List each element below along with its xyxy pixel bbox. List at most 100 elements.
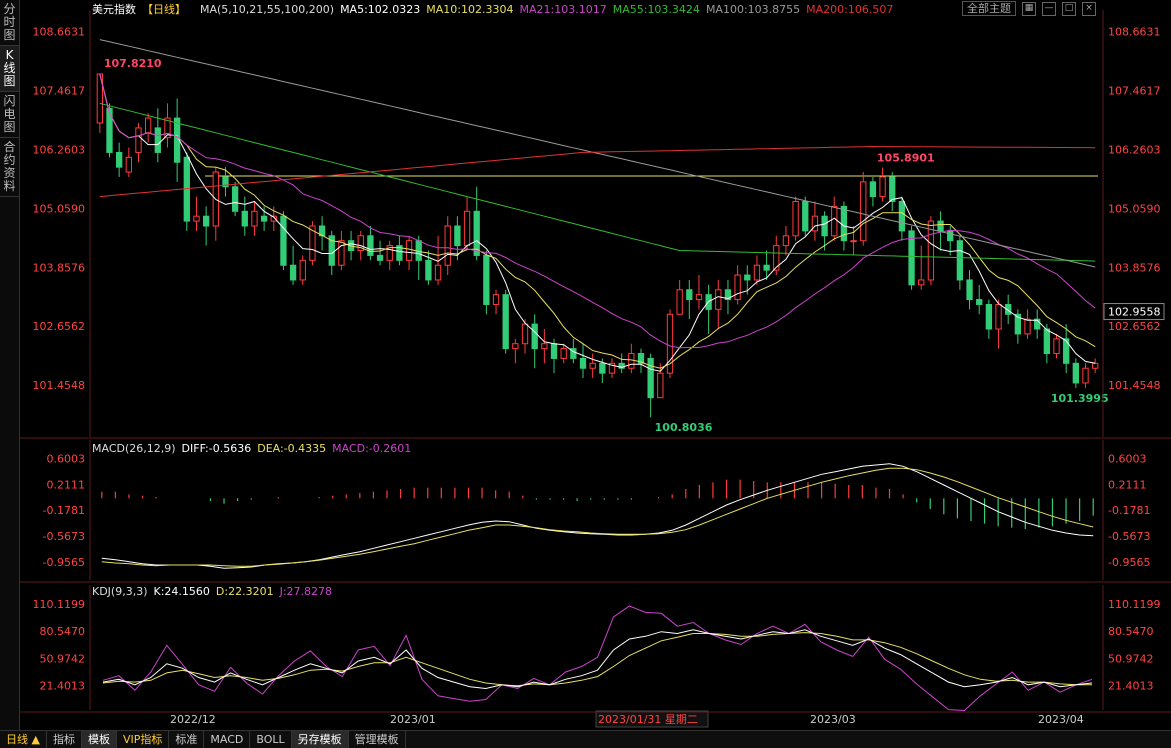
chart-area[interactable]: 108.6631 108.6631 107.4617 107.4617 106.2603…	[20, 0, 1171, 730]
candle-body	[773, 245, 780, 271]
kdj-y-tick-right: 21.4013	[1108, 679, 1154, 692]
sidebar-tab-1[interactable]: K线图	[0, 46, 19, 92]
candle	[850, 226, 857, 256]
bottom-tab-1[interactable]: 指标	[47, 731, 82, 748]
macd-y-tick-right: -0.5673	[1108, 530, 1150, 543]
minus-icon[interactable]: —	[1042, 1, 1056, 16]
y-tick-right: 106.2603	[1108, 143, 1161, 156]
x-tick: 2023/01	[390, 713, 436, 726]
macd-diff-line	[101, 463, 1094, 569]
candle	[1034, 309, 1041, 339]
candle	[289, 245, 297, 285]
y-tick-right: 102.6562	[1108, 320, 1161, 333]
candle-body	[628, 353, 635, 369]
close-icon[interactable]: ×	[1082, 1, 1096, 16]
price-annotation: 101.3995	[1051, 392, 1109, 405]
header-ma21: MA21:103.1017	[520, 3, 607, 16]
candle-body	[937, 220, 944, 232]
candle	[1092, 358, 1099, 374]
bottom-tab-8[interactable]: 管理模板	[349, 731, 406, 748]
candle-body	[647, 357, 654, 399]
candle-body	[782, 235, 790, 247]
sidebar-tab-3[interactable]: 合约资料	[0, 138, 19, 197]
macd-y-tick-right: 0.2111	[1108, 478, 1147, 491]
candle-body	[869, 181, 877, 198]
macd-y-tick-left: -0.5673	[43, 530, 85, 543]
candle	[773, 235, 780, 276]
y-tick-right: 107.4617	[1108, 85, 1161, 98]
candle-body	[338, 240, 345, 266]
candle-body	[521, 323, 529, 345]
bottom-tab-6[interactable]: BOLL	[250, 731, 292, 748]
kdj-k_label: K:24.1560	[154, 585, 210, 598]
candle	[367, 226, 374, 261]
kdj-title: KDJ(9,3,3)	[92, 585, 148, 598]
bottom-tab-5[interactable]: MACD	[204, 731, 251, 748]
candle-body	[927, 220, 935, 281]
candle-body	[1082, 367, 1089, 384]
bottom-tab-4[interactable]: 标准	[169, 731, 205, 748]
macd-macd_label: MACD:-0.2601	[332, 442, 411, 455]
candle	[483, 250, 490, 315]
candle-body	[908, 230, 915, 286]
y-tick-left: 105.0590	[33, 202, 86, 215]
candle	[821, 211, 828, 251]
candle	[676, 279, 683, 315]
candle-body	[570, 348, 577, 359]
candle-body	[512, 343, 519, 350]
candle-body	[898, 200, 906, 232]
candle-body	[193, 215, 200, 222]
candle-body	[125, 156, 132, 173]
candle-body	[802, 200, 809, 232]
theme-button[interactable]: 全部主题	[962, 1, 1016, 16]
candle	[802, 196, 809, 236]
bottom-tab-0[interactable]: 日线 ▲	[0, 731, 47, 748]
macd-y-tick-left: -0.9565	[43, 556, 85, 569]
candle-body	[96, 73, 103, 124]
candle	[202, 206, 210, 246]
candle-body	[1014, 313, 1022, 335]
kdj-y-tick-left: 50.9742	[40, 652, 86, 665]
sidebar-tab-2[interactable]: 闪电图	[0, 92, 19, 138]
candle-body	[367, 235, 374, 256]
candle-body	[386, 245, 393, 261]
candle-body	[724, 289, 732, 301]
window-icon[interactable]: □	[1062, 1, 1076, 16]
bottom-tab-3[interactable]: VIP指标	[117, 731, 170, 748]
candle-body	[821, 215, 828, 237]
candle-body	[618, 362, 625, 369]
candle-body	[106, 107, 113, 153]
candle	[869, 176, 877, 207]
x-tick: 2023/03	[810, 713, 856, 726]
candle-body	[560, 348, 567, 359]
candle	[116, 142, 123, 177]
candle-body	[966, 279, 973, 301]
candle-body	[676, 289, 683, 315]
candle	[985, 299, 993, 339]
candle	[608, 358, 616, 379]
candle-body	[550, 343, 558, 359]
bottom-tab-7[interactable]: 另存模板	[291, 731, 349, 748]
header-ma200: MA200:106.507	[806, 3, 893, 16]
header-title: 美元指数	[92, 2, 136, 16]
macd-y-tick-left: -0.1781	[43, 504, 85, 517]
candle	[502, 289, 509, 354]
candle-body	[280, 215, 287, 266]
candle	[763, 250, 770, 280]
price-annotation: 100.8036	[655, 421, 713, 434]
kdj-header: KDJ(9,3,3) K:24.1560 D:22.3201 J:27.8278	[92, 585, 332, 598]
price-annotation: 107.8210	[104, 57, 162, 70]
candle-body	[686, 289, 693, 301]
candle	[947, 226, 954, 256]
grid-icon[interactable]: ▦	[1022, 1, 1036, 16]
candle	[956, 235, 964, 290]
sidebar-tab-0[interactable]: 分时图	[0, 0, 19, 46]
candle	[434, 235, 442, 285]
candle	[657, 363, 664, 399]
bottom-tab-2[interactable]: 模板	[81, 731, 117, 748]
candle-body	[444, 225, 451, 266]
candle	[618, 353, 625, 374]
candle	[135, 123, 142, 163]
y-tick-left: 102.6562	[33, 320, 86, 333]
kdj-k-line	[102, 629, 1093, 690]
